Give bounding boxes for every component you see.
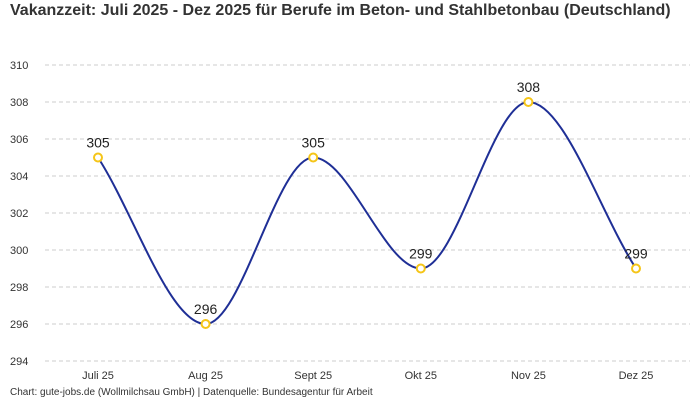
y-tick-label: 306 bbox=[10, 134, 28, 146]
x-tick-label: Sept 25 bbox=[294, 370, 332, 382]
data-label: 308 bbox=[517, 79, 541, 95]
data-label: 299 bbox=[624, 246, 648, 262]
chart-footer: Chart: gute-jobs.de (Wollmilchsau GmbH) … bbox=[10, 387, 373, 398]
data-label: 299 bbox=[409, 246, 433, 262]
data-point bbox=[415, 263, 426, 274]
x-tick-label: Dez 25 bbox=[619, 370, 654, 382]
y-tick-label: 296 bbox=[10, 319, 28, 331]
y-tick-label: 300 bbox=[10, 245, 28, 257]
data-label: 296 bbox=[194, 301, 218, 317]
y-tick-label: 298 bbox=[10, 282, 28, 294]
chart-title: Vakanzzeit: Juli 2025 - Dez 2025 für Ber… bbox=[10, 2, 671, 19]
data-point bbox=[200, 319, 211, 329]
y-tick-label: 304 bbox=[10, 171, 28, 183]
y-tick-label: 302 bbox=[10, 208, 28, 220]
x-tick-label: Nov 25 bbox=[511, 370, 546, 382]
data-point bbox=[523, 97, 534, 107]
data-point bbox=[631, 263, 641, 274]
x-tick-label: Okt 25 bbox=[405, 370, 437, 382]
y-tick-label: 308 bbox=[10, 97, 28, 109]
series-line bbox=[97, 100, 637, 326]
data-point bbox=[308, 152, 319, 163]
y-tick-label: 310 bbox=[10, 60, 28, 72]
data-label: 305 bbox=[86, 135, 110, 151]
data-point bbox=[93, 152, 103, 163]
x-tick-label: Aug 25 bbox=[188, 370, 223, 382]
x-tick-label: Juli 25 bbox=[82, 370, 114, 382]
data-label: 305 bbox=[302, 135, 326, 151]
y-tick-label: 294 bbox=[10, 356, 28, 368]
